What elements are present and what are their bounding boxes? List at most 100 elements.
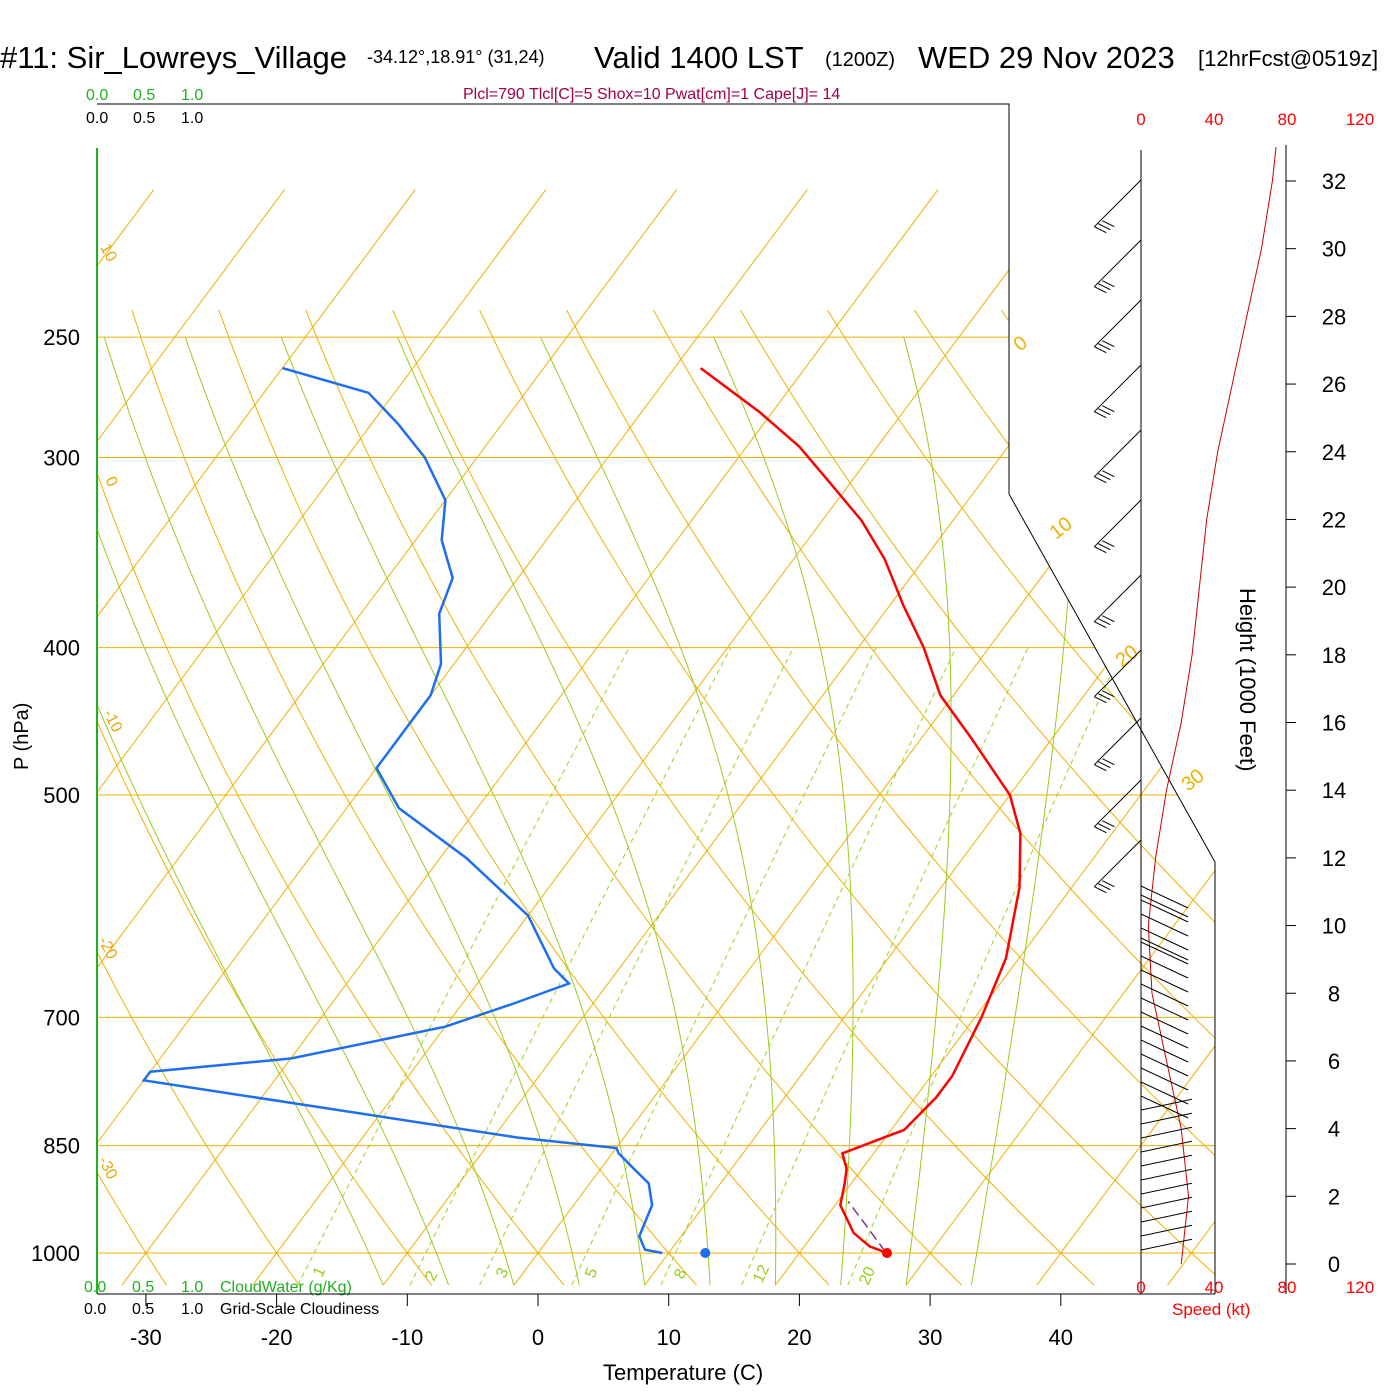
moist-adiabat-line xyxy=(280,336,646,1286)
wind-barb-flag xyxy=(1102,280,1115,288)
wind-barb xyxy=(1093,179,1142,228)
wind-speed-tick-top: 40 xyxy=(1205,110,1224,129)
station-title: #11: Sir_Lowreys_Village xyxy=(0,40,347,75)
wind-barb xyxy=(1093,839,1142,888)
wind-barb xyxy=(1140,937,1189,961)
moist-adiabat-line xyxy=(97,336,384,1286)
pressure-tick-label: 250 xyxy=(43,325,80,350)
moist-adiabat-line xyxy=(397,336,711,1286)
wind-barb xyxy=(1093,574,1142,623)
height-tick-label: 4 xyxy=(1328,1117,1340,1142)
wind-barb xyxy=(1140,1224,1193,1237)
isotherm-line xyxy=(513,189,1215,1286)
dry-adiabat-line xyxy=(392,309,1095,1286)
dry-adiabat-line xyxy=(479,309,1215,1286)
wind-barb-flag xyxy=(1102,820,1115,828)
height-axis-title: Height (1000 Feet) xyxy=(1235,588,1260,771)
wind-speed-tick-bottom: 0 xyxy=(1136,1278,1145,1297)
wind-barb-flag xyxy=(1098,223,1111,231)
moist-adiabat-line xyxy=(540,336,777,1286)
wind-speed-tick-top: 80 xyxy=(1278,110,1297,129)
wind-barb-flag xyxy=(1098,618,1111,626)
wind-barb xyxy=(1140,1140,1193,1153)
wind-barb xyxy=(1140,1098,1193,1111)
parameters-line: Plcl=790 Tlcl[C]=5 Shox=10 Pwat[cm]=1 Ca… xyxy=(463,86,840,103)
temperature-tick-label: -10 xyxy=(391,1325,423,1350)
wind-barb-flag xyxy=(1094,764,1107,772)
height-tick-label: 24 xyxy=(1322,440,1346,465)
pressure-tick-label: 700 xyxy=(43,1005,80,1030)
dry-adiabat-line xyxy=(653,309,1215,1286)
isotherm-label: 30 xyxy=(1178,765,1209,796)
wind-barb-flag xyxy=(1094,621,1107,629)
dry-adiabat-line xyxy=(566,309,1215,1286)
height-tick-label: 10 xyxy=(1322,914,1346,939)
pressure-tick-label: 400 xyxy=(43,636,80,661)
wind-barb-flag xyxy=(1094,226,1107,234)
wind-barb xyxy=(1140,941,1189,965)
height-tick-label: 26 xyxy=(1322,372,1346,397)
dry-adiabat-line xyxy=(827,309,1215,1286)
wind-barb xyxy=(1140,955,1189,979)
moist-adiabat-line xyxy=(903,336,952,1286)
temperature-tick-label: 30 xyxy=(918,1325,942,1350)
dry-adiabat-label: -10 xyxy=(99,707,125,735)
dewpoint-trace xyxy=(141,366,663,1255)
wind-barb xyxy=(1140,1210,1193,1223)
cloudiness-tick: 0.5 xyxy=(132,1301,154,1318)
wind-barb-flag xyxy=(1098,408,1111,416)
mixing-ratio-label: 20 xyxy=(856,1264,879,1287)
wind-barb xyxy=(1140,899,1189,923)
wind-barb-flag xyxy=(1098,543,1111,551)
cloudwater-scale-top: 0.0 0.5 1.0 0.0 0.5 1.0 xyxy=(86,87,203,127)
wind-barb xyxy=(1140,1011,1189,1035)
wind-barb-flag xyxy=(1102,470,1115,478)
wind-speed-tick-top: 120 xyxy=(1346,110,1374,129)
pressure-tick-label: 850 xyxy=(43,1134,80,1159)
height-tick-label: 28 xyxy=(1322,304,1346,329)
cloudwater-tick: 1.0 xyxy=(181,87,203,104)
temperature-axis: -30 -20 -10 0 10 20 30 40 xyxy=(130,1294,1073,1350)
cloudwater-tick: 0.5 xyxy=(133,87,155,104)
dry-adiabat-line xyxy=(97,310,167,1286)
wind-barb xyxy=(1093,717,1142,766)
wind-barb-flag xyxy=(1102,340,1115,348)
height-tick-label: 12 xyxy=(1322,846,1346,871)
wind-barb-flag xyxy=(1098,283,1111,291)
height-tick-label: 32 xyxy=(1322,169,1346,194)
wind-speed-profile xyxy=(1147,147,1277,1265)
height-tick-label: 14 xyxy=(1322,778,1346,803)
surface-temperature-marker xyxy=(881,1248,892,1258)
wind-barb xyxy=(1140,1053,1189,1077)
wind-barb-flag xyxy=(1102,615,1115,623)
wind-barb xyxy=(1140,1081,1189,1105)
isotherm-line xyxy=(644,189,1215,1286)
isotherm-line xyxy=(905,189,1215,1286)
mixing-ratio-line xyxy=(660,647,957,1286)
moist-adiabat-line xyxy=(970,337,1078,1286)
mixing-ratio-line xyxy=(571,647,877,1286)
wind-barb-flag xyxy=(1094,826,1107,834)
wind-barb-flag xyxy=(1098,693,1111,701)
dry-adiabat-line xyxy=(218,309,830,1286)
wind-barb xyxy=(1140,913,1189,937)
clipped-grid xyxy=(97,189,1215,1286)
temperature-tick-label: 40 xyxy=(1049,1325,1073,1350)
station-coords: -34.12°,18.91° (31,24) xyxy=(367,47,545,67)
forecast-info: [12hrFcst@0519z] xyxy=(1198,46,1378,71)
wind-barb-flag xyxy=(1102,880,1115,888)
wind-barb xyxy=(1093,499,1142,548)
wind-barb xyxy=(1140,1039,1189,1063)
wind-barb-flag xyxy=(1094,546,1107,554)
temperature-tick-label: 10 xyxy=(656,1325,680,1350)
cloudwater-tick: 1.0 xyxy=(181,1279,203,1296)
pressure-tick-label: 300 xyxy=(43,446,80,471)
wind-barb xyxy=(1140,1154,1193,1167)
height-tick-label: 0 xyxy=(1328,1252,1340,1277)
wind-barb xyxy=(1140,1182,1193,1195)
x-axis-title: Temperature (C) xyxy=(603,1360,763,1385)
temperature-tick-label: 20 xyxy=(787,1325,811,1350)
pressure-tick-label: 500 xyxy=(43,783,80,808)
temperature-tick-label: 0 xyxy=(532,1325,544,1350)
